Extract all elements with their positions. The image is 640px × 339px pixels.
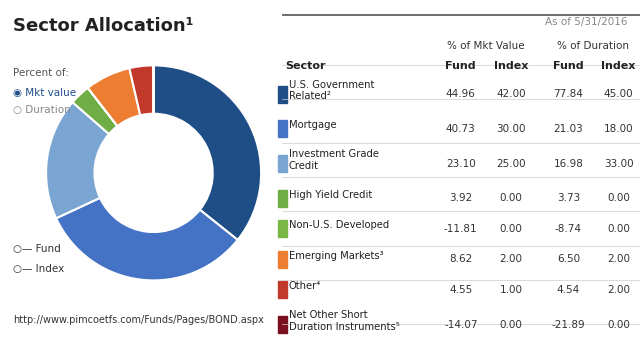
Text: 2.00: 2.00 [607,254,630,264]
Text: ◉ Mkt value: ◉ Mkt value [13,88,76,98]
Text: ○ Duration: ○ Duration [13,105,70,115]
Bar [278,316,287,333]
Wedge shape [88,68,140,126]
Text: 0.00: 0.00 [500,193,522,203]
Text: 45.00: 45.00 [604,89,634,99]
Text: 21.03: 21.03 [554,124,583,134]
Bar [278,85,287,102]
Text: 8.62: 8.62 [449,254,472,264]
Text: Mortgage: Mortgage [289,120,337,131]
Text: -21.89: -21.89 [552,320,585,330]
Wedge shape [56,198,237,280]
Text: Index: Index [494,61,528,71]
Text: 30.00: 30.00 [496,124,525,134]
Text: As of 5/31/2016: As of 5/31/2016 [545,17,627,27]
Text: 77.84: 77.84 [554,89,583,99]
Text: 3.73: 3.73 [557,193,580,203]
Text: -14.07: -14.07 [444,320,477,330]
Text: 4.55: 4.55 [449,285,472,295]
Bar [278,190,287,207]
Wedge shape [88,88,118,126]
Text: 40.73: 40.73 [446,124,476,134]
Bar [278,281,287,298]
Text: 3.92: 3.92 [449,193,472,203]
Text: 6.50: 6.50 [557,254,580,264]
Text: Index: Index [602,61,636,71]
Text: U.S. Government
Related²: U.S. Government Related² [289,80,374,101]
Text: 2.00: 2.00 [499,254,522,264]
Text: 42.00: 42.00 [496,89,526,99]
Text: 44.96: 44.96 [446,89,476,99]
Text: 0.00: 0.00 [607,320,630,330]
Bar [278,120,287,137]
Text: 25.00: 25.00 [496,159,526,168]
Wedge shape [46,102,109,218]
Text: 0.00: 0.00 [607,224,630,234]
Text: Fund: Fund [553,61,584,71]
Text: Percent of:: Percent of: [13,68,68,78]
Bar [278,251,287,268]
Text: 18.00: 18.00 [604,124,634,134]
Text: 2.00: 2.00 [607,285,630,295]
Text: -11.81: -11.81 [444,224,477,234]
Text: 0.00: 0.00 [607,193,630,203]
Text: 4.54: 4.54 [557,285,580,295]
Text: 23.10: 23.10 [446,159,476,168]
Bar [278,155,287,172]
Wedge shape [72,88,117,134]
Text: Sector Allocation¹: Sector Allocation¹ [13,17,193,35]
Text: 0.00: 0.00 [500,320,522,330]
Text: 0.00: 0.00 [500,224,522,234]
Text: 16.98: 16.98 [554,159,583,168]
Text: Emerging Markets³: Emerging Markets³ [289,251,383,261]
Text: Fund: Fund [445,61,476,71]
Wedge shape [129,65,154,115]
Text: ○— Fund: ○— Fund [13,244,61,254]
Text: High Yield Credit: High Yield Credit [289,190,372,200]
Text: % of Mkt Value: % of Mkt Value [447,41,525,51]
Wedge shape [154,65,261,240]
Text: Other⁴: Other⁴ [289,281,321,292]
Text: -8.74: -8.74 [555,224,582,234]
Text: Sector: Sector [285,61,326,71]
Text: 1.00: 1.00 [499,285,522,295]
Text: Investment Grade
Credit: Investment Grade Credit [289,149,379,171]
Bar [278,220,287,237]
Text: http://www.pimcoetfs.com/Funds/Pages/BOND.aspx: http://www.pimcoetfs.com/Funds/Pages/BON… [13,316,264,325]
Text: 33.00: 33.00 [604,159,634,168]
Text: % of Duration: % of Duration [557,41,629,51]
Text: Non-U.S. Developed: Non-U.S. Developed [289,220,389,231]
Text: ○— Index: ○— Index [13,264,64,274]
Text: Net Other Short
Duration Instruments⁵: Net Other Short Duration Instruments⁵ [289,311,399,332]
